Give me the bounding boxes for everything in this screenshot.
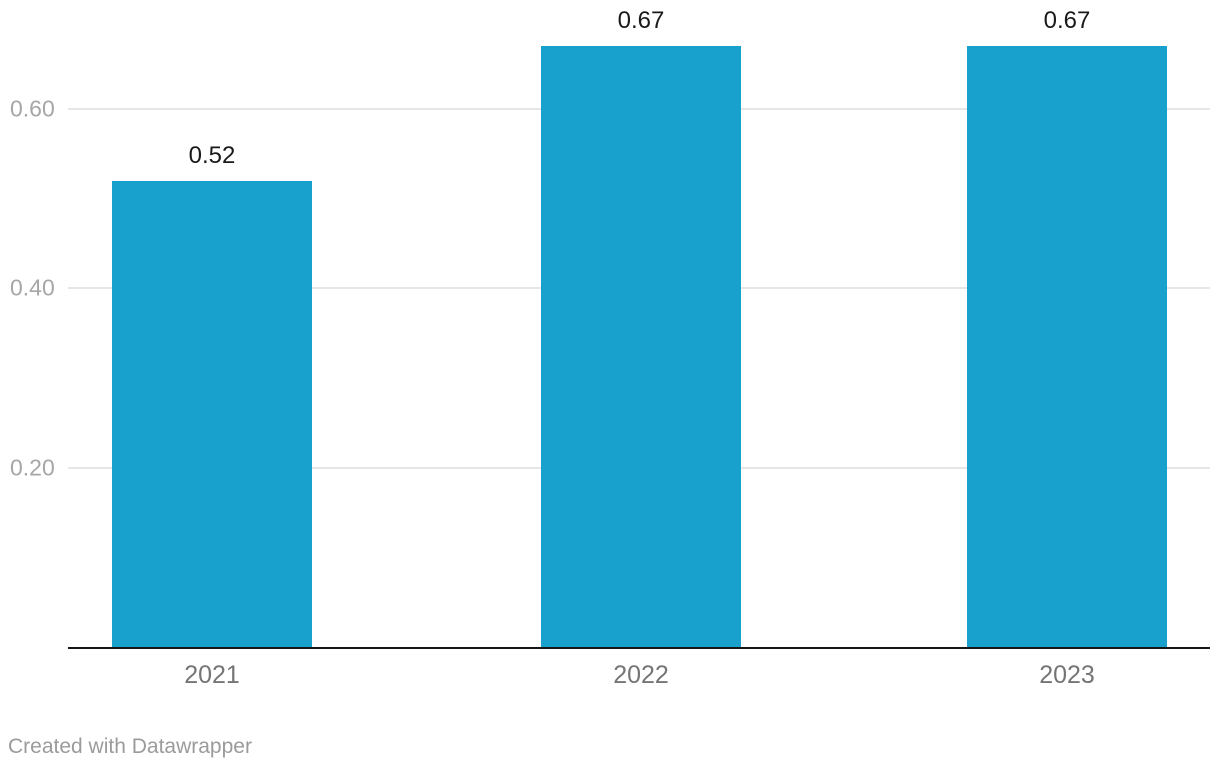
x-tick-label-2021: 2021: [184, 661, 240, 689]
y-tick-label-0.60: 0.60: [10, 95, 55, 122]
y-tick-label-0.40: 0.40: [10, 274, 55, 301]
x-tick-label-2023: 2023: [1039, 661, 1095, 689]
x-tick-label-2022: 2022: [613, 661, 669, 689]
bar-2021[interactable]: [112, 180, 312, 647]
value-label-2022: 0.67: [617, 7, 665, 35]
datawrapper-credit-link[interactable]: Created with Datawrapper: [8, 735, 252, 758]
y-tick-label-0.20: 0.20: [10, 454, 55, 481]
value-label-2021: 0.52: [188, 141, 236, 169]
value-label-2023: 0.67: [1043, 7, 1091, 35]
bar-2022[interactable]: [541, 46, 741, 647]
bar-2023[interactable]: [967, 46, 1167, 647]
plot-area: 0.52 0.67 0.67: [68, 0, 1210, 649]
